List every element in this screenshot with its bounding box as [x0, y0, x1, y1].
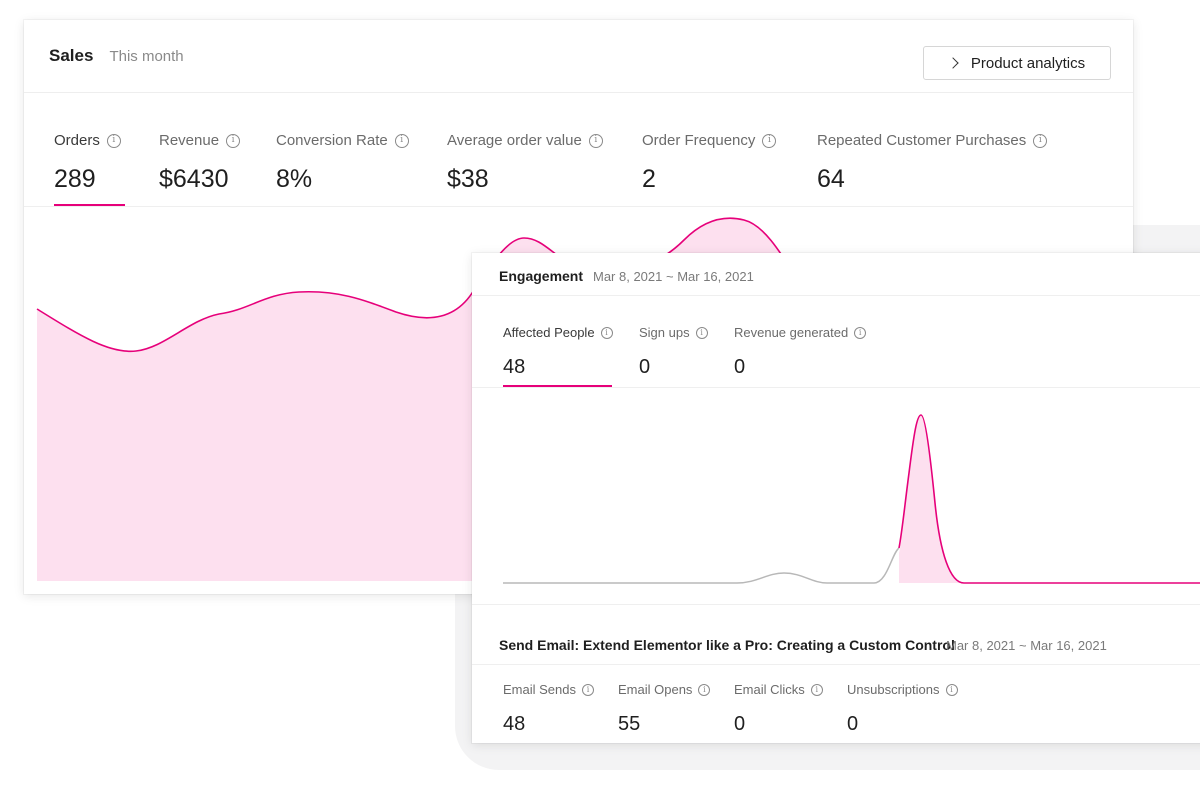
metric-email-sends[interactable]: Email Sends i 48 [503, 682, 594, 736]
engagement-baseline-gray [503, 547, 900, 584]
metric-label: Orders [54, 132, 100, 149]
info-icon[interactable]: i [226, 133, 241, 148]
sales-divider [24, 206, 1133, 207]
metric-value: 289 [54, 165, 96, 193]
info-icon[interactable]: i [1033, 133, 1048, 148]
metric-sign-ups[interactable]: Sign ups i 0 [639, 325, 708, 379]
engagement-card: Engagement Mar 8, 2021 ~ Mar 16, 2021 Af… [472, 253, 1200, 743]
info-icon[interactable]: i [106, 133, 121, 148]
metric-orders[interactable]: Orders i 289 [54, 132, 121, 194]
info-icon[interactable]: i [600, 326, 613, 339]
metric-label: Unsubscriptions [847, 682, 940, 697]
metric-label: Conversion Rate [276, 132, 388, 149]
engagement-metrics-divider [472, 387, 1200, 388]
product-analytics-button[interactable]: Product analytics [923, 46, 1111, 80]
engagement-title: Engagement [499, 268, 584, 284]
sales-header: Sales This month [24, 20, 1133, 93]
info-icon[interactable]: i [695, 326, 708, 339]
email-header-divider [472, 664, 1200, 665]
metric-value: 0 [639, 356, 651, 378]
metric-email-clicks[interactable]: Email Clicks i 0 [734, 682, 823, 736]
engagement-date-range: Mar 8, 2021 ~ Mar 16, 2021 [593, 269, 754, 284]
metric-value: 55 [618, 713, 641, 735]
active-tab-indicator [503, 385, 612, 387]
metric-label: Email Sends [503, 682, 576, 697]
metric-value: 2 [642, 165, 656, 193]
metric-value: 0 [734, 713, 746, 735]
metric-unsubscriptions[interactable]: Unsubscriptions i 0 [847, 682, 958, 736]
metric-label: Repeated Customer Purchases [817, 132, 1027, 149]
info-icon[interactable]: i [394, 133, 409, 148]
metric-order-frequency[interactable]: Order Frequency i 2 [642, 132, 777, 194]
engagement-header-divider [472, 295, 1200, 296]
info-icon[interactable]: i [762, 133, 777, 148]
metric-value: 64 [817, 165, 845, 193]
engagement-line-chart [503, 414, 1200, 584]
metric-label: Revenue generated [734, 325, 849, 340]
info-icon[interactable]: i [698, 683, 711, 696]
metric-revenue[interactable]: Revenue i $6430 [159, 132, 241, 194]
email-date-range: Mar 8, 2021 ~ Mar 16, 2021 [946, 638, 1107, 653]
info-icon[interactable]: i [581, 683, 594, 696]
metric-value: 0 [734, 356, 746, 378]
engagement-peak-line [898, 414, 1200, 584]
info-icon[interactable]: i [810, 683, 823, 696]
sales-title: Sales [49, 46, 94, 65]
metric-label: Sign ups [639, 325, 690, 340]
metric-label: Email Opens [618, 682, 693, 697]
metric-revenue-generated[interactable]: Revenue generated i 0 [734, 325, 867, 379]
metric-label: Order Frequency [642, 132, 756, 149]
metric-value: 0 [847, 713, 859, 735]
metric-affected-people[interactable]: Affected People i 48 [503, 325, 613, 379]
metric-value: $6430 [159, 165, 229, 193]
sales-period: This month [109, 47, 184, 65]
metric-label: Revenue [159, 132, 220, 149]
metric-value: 48 [503, 356, 526, 378]
active-tab-indicator [54, 204, 125, 206]
info-icon[interactable]: i [588, 133, 603, 148]
metric-label: Average order value [447, 132, 582, 149]
metric-label: Affected People [503, 325, 595, 340]
product-analytics-label: Product analytics [970, 54, 1086, 72]
sales-area-line [36, 217, 805, 353]
metric-value: $38 [447, 165, 489, 193]
engagement-peak-fill [899, 415, 964, 583]
metric-average-order-value[interactable]: Average order value i $38 [447, 132, 603, 194]
metric-email-opens[interactable]: Email Opens i 55 [618, 682, 711, 736]
metric-value: 8% [276, 165, 313, 193]
metric-label: Email Clicks [734, 682, 805, 697]
metric-conversion-rate[interactable]: Conversion Rate i 8% [276, 132, 409, 194]
metric-value: 48 [503, 713, 526, 735]
email-campaign-title: Send Email: Extend Elementor like a Pro:… [499, 637, 955, 653]
metric-repeated-customer-purchases[interactable]: Repeated Customer Purchases i 64 [817, 132, 1048, 194]
engagement-chart-divider [472, 604, 1200, 605]
info-icon[interactable]: i [854, 326, 867, 339]
info-icon[interactable]: i [945, 683, 958, 696]
